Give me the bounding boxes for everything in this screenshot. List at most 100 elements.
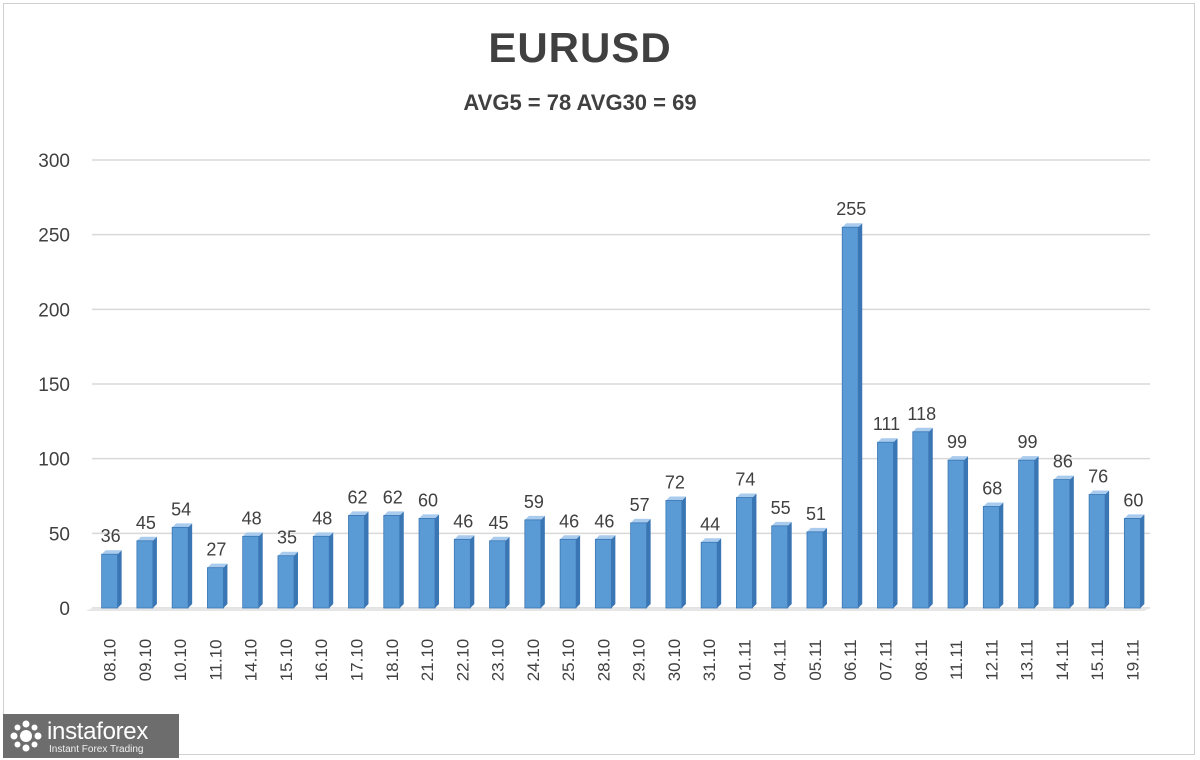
y-tick-label: 100 <box>38 450 70 471</box>
y-tick-label: 250 <box>38 226 70 247</box>
bar <box>1088 494 1106 609</box>
bar <box>947 459 965 609</box>
bar-top <box>172 523 193 528</box>
chart-title: EURUSD <box>488 24 672 71</box>
data-label: 99 <box>947 432 967 452</box>
data-label: 74 <box>735 469 755 489</box>
x-tick-label: 14.10 <box>242 639 261 682</box>
bar-top <box>348 511 369 516</box>
data-label: 46 <box>559 511 579 531</box>
x-tick-label: 01.11 <box>735 639 754 680</box>
x-tick-label: 07.11 <box>877 639 896 680</box>
bar-top <box>701 538 722 543</box>
bar-side <box>611 535 616 608</box>
data-label: 46 <box>594 511 614 531</box>
bar-side <box>435 514 440 608</box>
bar <box>453 538 471 609</box>
x-tick-label: 04.11 <box>771 639 790 680</box>
bar-top <box>771 521 792 526</box>
x-tick-label: 05.11 <box>806 639 825 680</box>
data-label: 62 <box>383 487 403 507</box>
data-label: 99 <box>1018 432 1038 452</box>
x-tick-label: 22.10 <box>453 639 472 682</box>
bar <box>841 226 859 609</box>
bar <box>700 541 718 609</box>
bar-side <box>188 523 193 608</box>
x-tick-label: 12.11 <box>982 639 1001 680</box>
x-tick-label: 18.10 <box>383 639 402 682</box>
bar-top <box>207 563 228 568</box>
data-label: 62 <box>347 487 367 507</box>
bar-top <box>983 502 1004 507</box>
bar <box>806 531 824 609</box>
data-label: 51 <box>806 504 826 524</box>
data-label: 48 <box>312 508 332 528</box>
bar-side <box>1069 475 1074 608</box>
data-label: 55 <box>771 498 791 518</box>
data-label: 76 <box>1088 467 1108 487</box>
chart-frame <box>3 3 1195 755</box>
x-tick-label: 10.10 <box>171 639 190 682</box>
data-label: 45 <box>489 513 509 533</box>
bar-top <box>242 532 263 537</box>
data-label: 48 <box>242 508 262 528</box>
bar-top <box>454 535 475 540</box>
bar-side <box>470 535 475 608</box>
bar <box>1053 479 1071 609</box>
x-tick-label: 25.10 <box>559 639 578 682</box>
x-tick-label: 13.11 <box>1018 639 1037 680</box>
data-label: 35 <box>277 528 297 548</box>
bar-side <box>787 521 792 608</box>
bar-side <box>399 511 404 608</box>
bar-top <box>1018 456 1039 461</box>
bar-top <box>489 536 510 541</box>
bar-top <box>1089 490 1110 495</box>
x-tick-label: 24.10 <box>524 639 543 682</box>
x-tick-label: 19.11 <box>1123 639 1142 680</box>
data-label: 86 <box>1053 452 1073 472</box>
x-tick-label: 11.11 <box>947 640 966 680</box>
bar-side <box>1034 456 1039 608</box>
x-tick-label: 16.10 <box>312 639 331 682</box>
data-label: 44 <box>700 514 720 534</box>
bar-top <box>948 456 969 461</box>
bar <box>136 540 154 609</box>
bar-top <box>136 536 157 541</box>
bar-top <box>1053 475 1074 480</box>
y-tick-label: 0 <box>59 599 70 620</box>
bar <box>559 538 577 609</box>
bar-top <box>912 427 933 432</box>
x-tick-label: 09.10 <box>136 639 155 682</box>
bar-top <box>383 511 404 516</box>
bar-side <box>717 538 722 608</box>
bar <box>771 525 789 609</box>
bar <box>982 506 1000 609</box>
instaforex-tagline: Instant Forex Trading <box>49 744 144 755</box>
bar-top <box>630 518 651 523</box>
x-tick-label: 21.10 <box>418 639 437 682</box>
bar <box>418 518 436 609</box>
bar <box>665 500 683 609</box>
bar <box>877 441 894 609</box>
instaforex-name: instaforex <box>47 718 149 745</box>
bar-top <box>1124 514 1145 519</box>
x-tick-label: 31.10 <box>700 639 719 682</box>
bar-side <box>964 456 969 608</box>
x-tick-label: 29.10 <box>630 639 649 682</box>
data-label: 27 <box>206 540 226 560</box>
bar-side <box>893 438 898 608</box>
bar <box>242 535 260 609</box>
bar-side <box>152 536 157 608</box>
y-tick-label: 150 <box>38 375 70 396</box>
bar-side <box>858 223 863 608</box>
data-label: 57 <box>630 495 650 515</box>
bar-side <box>293 551 298 608</box>
data-label: 111 <box>873 414 900 434</box>
bar <box>207 567 224 609</box>
bar-side <box>258 532 263 608</box>
bar-top <box>665 496 686 501</box>
bar <box>594 538 612 609</box>
bar-side <box>646 518 651 608</box>
bar-side <box>681 496 686 608</box>
bar-top <box>419 514 440 519</box>
